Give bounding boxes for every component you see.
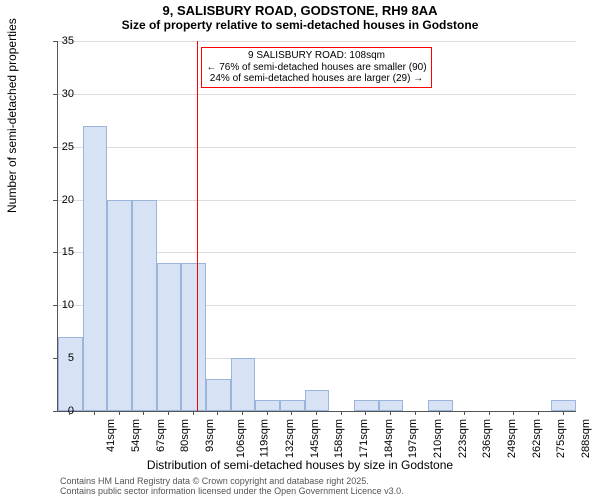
x-tick-mark <box>563 411 564 415</box>
y-tick-mark <box>53 305 57 306</box>
y-tick-mark <box>53 147 57 148</box>
x-axis-label: Distribution of semi-detached houses by … <box>0 458 600 472</box>
histogram-bar <box>132 200 157 411</box>
chart-sub-title: Size of property relative to semi-detach… <box>0 18 600 32</box>
plot-area: 9 SALISBURY ROAD: 108sqm← 76% of semi-de… <box>57 41 576 412</box>
histogram-bar <box>231 358 256 411</box>
x-tick-label: 249sqm <box>506 419 518 458</box>
annotation-line-2: 24% of semi-detached houses are larger (… <box>206 73 426 85</box>
figure: 9, SALISBURY ROAD, GODSTONE, RH9 8AA Siz… <box>0 0 600 500</box>
grid-line <box>58 94 576 95</box>
annotation-line-1: ← 76% of semi-detached houses are smalle… <box>206 62 426 74</box>
y-tick-mark <box>53 358 57 359</box>
y-tick-label: 15 <box>44 246 74 258</box>
x-tick-mark <box>464 411 465 415</box>
histogram-bar <box>107 200 132 411</box>
x-tick-mark <box>193 411 194 415</box>
x-tick-mark <box>341 411 342 415</box>
x-tick-label: 67sqm <box>155 419 167 452</box>
x-tick-label: 262sqm <box>531 419 543 458</box>
x-tick-mark <box>415 411 416 415</box>
grid-line <box>58 147 576 148</box>
y-axis-label: Number of semi-detached properties <box>5 18 19 213</box>
histogram-bar <box>280 400 305 411</box>
y-tick-mark <box>53 94 57 95</box>
x-tick-label: 171sqm <box>358 419 370 458</box>
x-tick-mark <box>365 411 366 415</box>
x-tick-mark <box>489 411 490 415</box>
property-annotation: 9 SALISBURY ROAD: 108sqm← 76% of semi-de… <box>201 47 431 88</box>
histogram-bar <box>551 400 576 411</box>
footer-line-2: Contains public sector information licen… <box>60 487 404 497</box>
histogram-bar <box>428 400 453 411</box>
x-tick-label: 54sqm <box>130 419 142 452</box>
property-marker-line <box>197 41 198 411</box>
y-tick-label: 25 <box>44 141 74 153</box>
x-tick-mark <box>242 411 243 415</box>
y-tick-mark <box>53 252 57 253</box>
histogram-bar <box>157 263 182 411</box>
x-tick-mark <box>316 411 317 415</box>
x-tick-mark <box>69 411 70 415</box>
x-tick-label: 184sqm <box>383 419 395 458</box>
x-tick-label: 275sqm <box>555 419 567 458</box>
x-tick-mark <box>513 411 514 415</box>
histogram-bar <box>58 337 83 411</box>
x-tick-mark <box>267 411 268 415</box>
x-tick-mark <box>291 411 292 415</box>
y-tick-mark <box>53 200 57 201</box>
histogram-bar <box>379 400 404 411</box>
x-tick-label: 93sqm <box>204 419 216 452</box>
x-tick-mark <box>439 411 440 415</box>
annotation-title: 9 SALISBURY ROAD: 108sqm <box>206 50 426 62</box>
x-tick-label: 210sqm <box>432 419 444 458</box>
y-tick-label: 30 <box>44 88 74 100</box>
y-tick-label: 20 <box>44 194 74 206</box>
x-tick-label: 158sqm <box>333 419 345 458</box>
histogram-bar <box>181 263 206 411</box>
x-tick-label: 223sqm <box>457 419 469 458</box>
x-tick-mark <box>143 411 144 415</box>
histogram-bar <box>206 379 231 411</box>
x-tick-label: 41sqm <box>105 419 117 452</box>
x-tick-label: 197sqm <box>407 419 419 458</box>
x-tick-label: 236sqm <box>481 419 493 458</box>
grid-line <box>58 41 576 42</box>
histogram-bar <box>354 400 379 411</box>
histogram-bar <box>83 126 108 411</box>
x-tick-label: 145sqm <box>309 419 321 458</box>
y-tick-label: 5 <box>44 352 74 364</box>
x-tick-label: 132sqm <box>284 419 296 458</box>
x-tick-mark <box>94 411 95 415</box>
x-tick-mark <box>538 411 539 415</box>
x-tick-mark <box>217 411 218 415</box>
title-block: 9, SALISBURY ROAD, GODSTONE, RH9 8AA Siz… <box>0 3 600 32</box>
chart-footer: Contains HM Land Registry data © Crown c… <box>60 477 404 497</box>
x-tick-mark <box>168 411 169 415</box>
y-tick-label: 35 <box>44 35 74 47</box>
x-tick-mark <box>390 411 391 415</box>
x-tick-label: 119sqm <box>259 419 271 457</box>
y-tick-mark <box>53 41 57 42</box>
x-tick-label: 106sqm <box>235 419 247 458</box>
y-tick-mark <box>53 411 57 412</box>
histogram-bar <box>255 400 280 411</box>
histogram-bar <box>305 390 330 411</box>
x-tick-label: 288sqm <box>580 419 592 458</box>
x-tick-label: 80sqm <box>179 419 191 452</box>
x-tick-mark <box>119 411 120 415</box>
chart-main-title: 9, SALISBURY ROAD, GODSTONE, RH9 8AA <box>0 3 600 18</box>
y-tick-label: 10 <box>44 299 74 311</box>
